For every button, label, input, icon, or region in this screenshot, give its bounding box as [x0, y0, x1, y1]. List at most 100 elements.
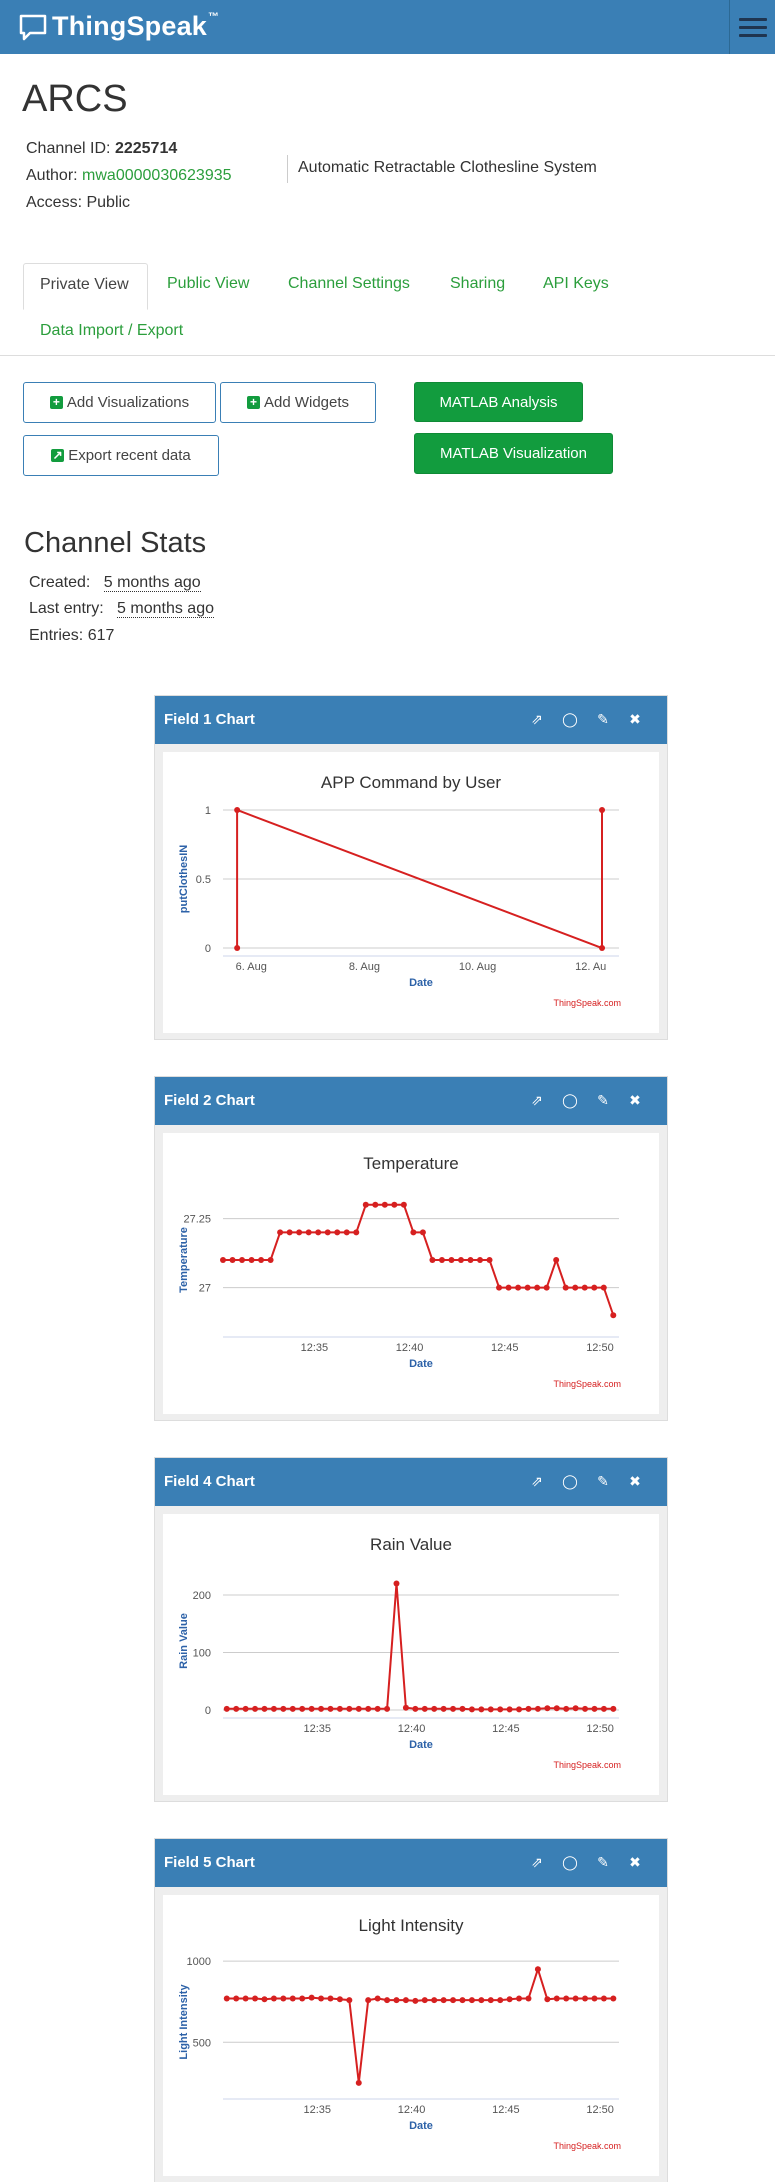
data-point — [381, 1201, 388, 1208]
data-point — [431, 1997, 438, 2004]
chart-credit: ThingSpeak.com — [553, 1760, 621, 1770]
data-point — [239, 1257, 246, 1263]
page-title: ARCS — [22, 78, 128, 120]
close-icon[interactable]: ✖ — [629, 711, 641, 727]
data-point — [374, 1705, 381, 1712]
external-link-icon[interactable]: ⇗ — [531, 1473, 543, 1489]
tab-api-keys[interactable]: API Keys — [543, 275, 609, 292]
chart-card-title: Field 5 Chart — [164, 1854, 255, 1871]
chart-card-title: Field 4 Chart — [164, 1473, 255, 1490]
data-point — [582, 1995, 589, 2002]
data-point — [421, 1705, 428, 1712]
matlab-visualization-button[interactable]: MATLAB Visualization — [414, 433, 613, 474]
data-point — [261, 1705, 268, 1712]
data-point — [372, 1201, 379, 1208]
speech-bubble-logo-icon — [19, 14, 47, 40]
comment-icon[interactable]: ◯ — [562, 1092, 578, 1108]
data-point — [582, 1705, 589, 1712]
data-point — [299, 1995, 306, 2002]
close-icon[interactable]: ✖ — [629, 1092, 641, 1108]
data-point — [280, 1705, 287, 1712]
add-visualizations-button[interactable]: + Add Visualizations — [23, 382, 216, 423]
series-line — [226, 1583, 614, 1711]
entries-label: Entries: — [29, 627, 84, 644]
data-point — [261, 1996, 268, 2003]
y-axis-label: Rain Value — [178, 1613, 190, 1669]
data-point — [353, 1229, 360, 1236]
close-icon[interactable]: ✖ — [629, 1854, 641, 1870]
add-widgets-button[interactable]: + Add Widgets — [220, 382, 376, 423]
data-point — [534, 1705, 541, 1712]
pencil-icon[interactable]: ✎ — [597, 1092, 609, 1108]
pencil-icon[interactable]: ✎ — [597, 711, 609, 727]
data-point — [450, 1705, 457, 1712]
plus-square-icon: + — [49, 396, 63, 409]
data-point — [267, 1257, 274, 1263]
author-label: Author: — [26, 167, 78, 184]
x-tick-label: 12:35 — [304, 2104, 332, 2116]
chart-title: APP Command by User — [321, 773, 501, 792]
export-recent-data-button[interactable]: ↗ Export recent data — [23, 435, 219, 476]
author-link[interactable]: mwa0000030623935 — [82, 167, 232, 184]
data-point — [516, 1995, 523, 2002]
data-point — [599, 945, 606, 951]
data-point — [600, 1284, 607, 1291]
close-icon[interactable]: ✖ — [629, 1473, 641, 1489]
tabs-divider — [0, 355, 775, 356]
data-point — [346, 1705, 353, 1712]
x-tick-label: 12:50 — [586, 1723, 614, 1735]
data-point — [365, 1705, 372, 1712]
data-point — [343, 1229, 350, 1236]
data-point — [515, 1284, 522, 1291]
tab-public-view[interactable]: Public View — [167, 275, 250, 292]
external-link-icon[interactable]: ⇗ — [531, 1854, 543, 1870]
data-point — [280, 1995, 287, 2002]
x-tick-label: 12:45 — [492, 1723, 520, 1735]
data-point — [572, 1995, 579, 2002]
menu-icon[interactable] — [729, 0, 775, 54]
data-point — [400, 1201, 407, 1208]
chart-body: Light Intensity 500 1000 12:35 12:40 12:45 12:… — [163, 1895, 659, 2176]
external-link-icon[interactable]: ⇗ — [531, 711, 543, 727]
data-point — [270, 1705, 277, 1712]
y-tick-label: 500 — [193, 2037, 211, 2049]
tab-private-view[interactable]: Private View — [23, 263, 148, 310]
data-point — [318, 1995, 325, 2002]
external-link-icon[interactable]: ⇗ — [531, 1092, 543, 1108]
data-point — [459, 1997, 466, 2004]
last-entry-label: Last entry: — [29, 600, 104, 617]
entries-value: 617 — [87, 627, 115, 644]
data-point — [277, 1229, 284, 1236]
tab-sharing[interactable]: Sharing — [450, 275, 506, 292]
data-point — [412, 1997, 419, 2004]
brand-logo[interactable]: ThingSpeak ™ — [18, 11, 219, 42]
data-point — [553, 1995, 560, 2002]
comment-icon[interactable]: ◯ — [562, 711, 578, 727]
data-point — [581, 1284, 588, 1291]
series-line — [236, 808, 603, 950]
data-point — [431, 1705, 438, 1712]
data-point — [327, 1995, 334, 2002]
data-point — [296, 1229, 303, 1236]
brand-name: ThingSpeak — [52, 11, 208, 41]
comment-icon[interactable]: ◯ — [562, 1854, 578, 1870]
data-point — [362, 1201, 369, 1208]
pencil-icon[interactable]: ✎ — [597, 1854, 609, 1870]
channel-id-value: 2225714 — [114, 140, 178, 157]
data-point — [478, 1706, 485, 1713]
tab-channel-settings[interactable]: Channel Settings — [288, 275, 410, 292]
data-point — [248, 1257, 255, 1263]
pencil-icon[interactable]: ✎ — [597, 1473, 609, 1489]
channel-description: Automatic Retractable Clothesline System — [298, 159, 597, 176]
chart-card: Field 4 Chart ⇗ ◯ ✎ ✖ Rain Value 0 100 200 1… — [154, 1457, 668, 1802]
data-point — [572, 1284, 579, 1291]
comment-icon[interactable]: ◯ — [562, 1473, 578, 1489]
data-point — [553, 1705, 560, 1712]
matlab-analysis-button[interactable]: MATLAB Analysis — [414, 382, 583, 422]
tab-data-import-export[interactable]: Data Import / Export — [40, 322, 184, 339]
data-point — [270, 1995, 277, 2002]
data-point — [599, 807, 606, 813]
x-tick-label: 12:40 — [398, 1723, 426, 1735]
y-tick-label: 0 — [205, 1705, 211, 1717]
